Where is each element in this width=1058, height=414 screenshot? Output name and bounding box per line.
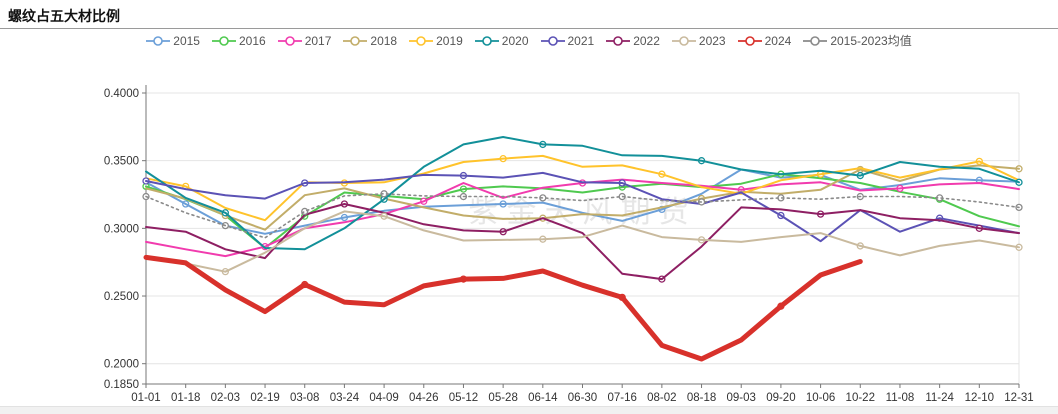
x-tick-label: 12-10 [965, 392, 994, 404]
legend-item-2016[interactable]: 2016 [211, 33, 266, 48]
legend-label: 2020 [501, 33, 529, 48]
x-tick-label: 01-01 [131, 392, 160, 404]
legend-marker-icon [474, 35, 499, 46]
legend-marker-icon [540, 35, 565, 46]
legend-label: 2022 [633, 33, 660, 48]
legend-label: 2016 [238, 33, 266, 48]
y-tick-label: 0.3500 [104, 156, 139, 168]
x-tick-label: 03-08 [290, 392, 319, 404]
x-tick-label: 06-30 [568, 392, 597, 404]
x-tick-label: 05-12 [449, 392, 478, 404]
legend-label: 2018 [370, 33, 398, 48]
legend-label: 2023 [698, 33, 726, 48]
legend-item-2021[interactable]: 2021 [540, 33, 595, 48]
x-tick-label: 08-18 [687, 392, 716, 404]
y-tick-label: 0.4000 [104, 88, 139, 100]
legend-item-2015[interactable]: 2015 [146, 34, 200, 48]
series-line-2023 [145, 210, 1020, 273]
y-tick-label: 0.3000 [104, 223, 139, 235]
x-tick-label: 04-26 [409, 392, 438, 404]
legend-label: 2015-2023均值 [830, 34, 912, 48]
legend-label: 2017 [304, 33, 332, 48]
legend-label: 2015 [173, 33, 200, 48]
x-tick-label: 10-22 [846, 392, 875, 404]
y-tick-label: 0.2500 [104, 291, 139, 303]
title-divider [0, 28, 1058, 29]
series-line-2021 [145, 171, 1020, 243]
legend-marker-icon [277, 35, 302, 46]
x-tick-label: 03-24 [330, 392, 360, 404]
x-tick-label: 02-19 [250, 392, 279, 404]
x-tick-label: 01-18 [171, 392, 200, 404]
legend-item-2023[interactable]: 2023 [671, 33, 726, 48]
proportion-line-chart: 0.1850 0.2000 0.2500 0.3000 0.3500 0.4000 01-0… [104, 85, 1034, 404]
series-line-2018 [145, 164, 1020, 231]
legend-item-2018[interactable]: 2018 [343, 34, 397, 48]
legend-item-2019[interactable]: 2019 [409, 34, 463, 48]
x-tick-label: 11-24 [925, 392, 954, 404]
x-tick-label: 05-28 [488, 392, 517, 404]
x-tick-label: 10-06 [806, 392, 835, 404]
legend-marker-icon [409, 35, 434, 46]
y-tick-label: 0.2000 [104, 359, 139, 371]
legend-marker-icon [737, 35, 762, 46]
x-tick-label: 07-16 [607, 392, 636, 404]
legend-marker-icon [803, 35, 828, 46]
x-tick-label: 08-02 [647, 392, 676, 404]
x-tick-label: 02-03 [211, 392, 240, 404]
legend-item-2024[interactable]: 2024 [737, 33, 792, 48]
legend-item-2015-2023均值[interactable]: 2015-2023均值 [803, 32, 912, 49]
legend-marker-icon [146, 35, 171, 46]
legend-item-2020[interactable]: 2020 [474, 33, 529, 48]
legend-item-2017[interactable]: 2017 [277, 33, 332, 48]
x-tick-label: 06-14 [528, 392, 558, 404]
series-line-2024 [143, 254, 863, 362]
footer-strip [0, 406, 1058, 414]
legend: 2015 2016 2017 2018 2019 2020 2021 2022 2023 2024… [0, 32, 1058, 49]
series-line-2016 [145, 173, 1020, 249]
y-tick-label: 0.1850 [104, 379, 139, 391]
x-tick-label: 09-03 [727, 392, 756, 404]
legend-label: 2021 [567, 33, 595, 48]
legend-label: 2024 [764, 33, 792, 48]
series-line-2020 [145, 136, 1020, 251]
legend-item-2022[interactable]: 2022 [606, 34, 660, 48]
legend-marker-icon [211, 35, 236, 46]
x-tick-label: 04-09 [369, 392, 398, 404]
series-line-2022 [145, 203, 1020, 281]
x-tick-label: 11-08 [886, 392, 915, 404]
legend-marker-icon [606, 35, 631, 46]
chart-title: 螺纹占五大材比例 [8, 8, 120, 24]
legend-marker-icon [671, 35, 696, 46]
legend-label: 2019 [436, 33, 463, 48]
legend-marker-icon [343, 35, 368, 46]
x-tick-label: 12-31 [1004, 392, 1033, 404]
x-tick-label: 09-20 [766, 392, 795, 404]
